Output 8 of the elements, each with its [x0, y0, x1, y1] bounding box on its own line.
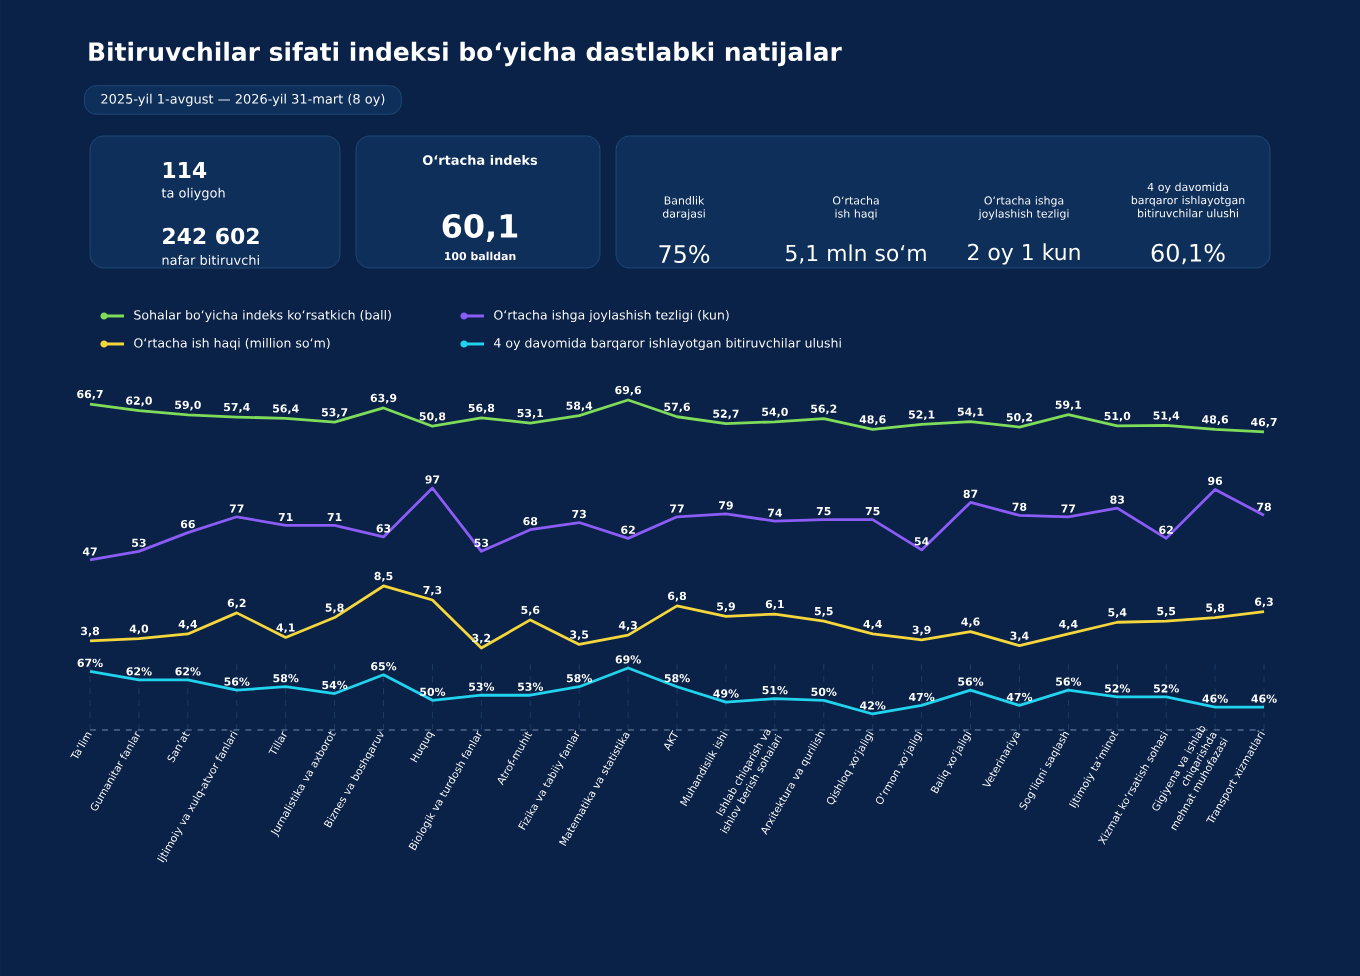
text: 75%	[659, 244, 710, 264]
text: 60,1	[442, 213, 518, 243]
text: 114	[163, 162, 207, 178]
text: 5,1 mln soʻm	[786, 244, 926, 264]
text: 2 oy 1 kun	[968, 243, 1080, 265]
text: Bitiruvchilar sifati indeksi boʻyicha dastlabki natijalar	[89, 41, 842, 67]
text: 60,1%	[1151, 243, 1225, 265]
text: 242 602	[163, 227, 259, 245]
